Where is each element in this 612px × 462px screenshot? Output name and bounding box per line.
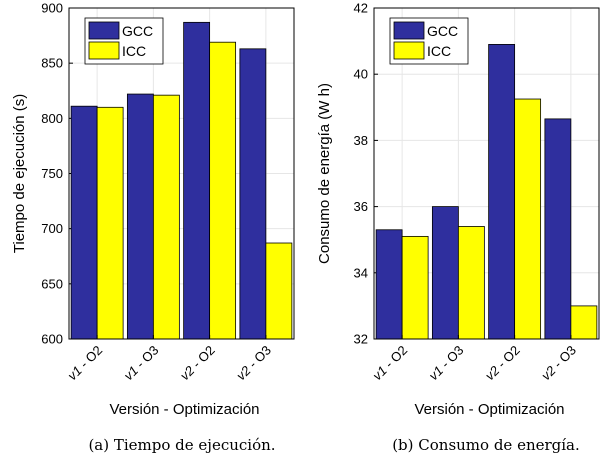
legend-label-icc: ICC [122, 43, 146, 59]
legend-swatch-gcc [89, 22, 119, 39]
legend-swatch-gcc [394, 22, 424, 39]
bar-gcc [184, 22, 210, 339]
y-tick-label: 600 [41, 332, 63, 347]
y-tick-label: 38 [354, 133, 368, 148]
legend-swatch-icc [89, 42, 119, 59]
y-tick-label: 34 [354, 265, 368, 280]
bar-icc [571, 306, 597, 339]
legend: GCC ICC [85, 18, 163, 64]
x-tick-label-opt: - O2 [379, 343, 410, 374]
x-tick-label: v1 - O2 [64, 343, 105, 384]
x-tick-label-opt: - O2 [187, 343, 218, 374]
x-tick-label: v1 - O3 [121, 343, 162, 384]
x-tick-label: v1 - O2 [369, 343, 410, 384]
bar-icc [458, 226, 484, 339]
y-tick-label: 40 [354, 67, 368, 82]
legend-label-gcc: GCC [122, 23, 153, 39]
caption: (b) Consumo de energía. [392, 436, 580, 454]
chart-panel-2: 32 34 36 38 40 42 v1 - O2 v1 - O3 v2 - O2 v2 - O3… [316, 1, 599, 455]
x-tick-label: v2 - O3 [233, 343, 274, 384]
x-tick-label: v2 - O2 [177, 343, 218, 384]
legend-swatch-icc [394, 42, 424, 59]
bar-gcc [545, 119, 571, 339]
x-tick-label: v1 - O3 [426, 343, 467, 384]
x-tick-label-opt: - O2 [74, 343, 105, 374]
x-tick-label-opt: - O3 [243, 343, 274, 374]
y-tick-label: 32 [354, 332, 368, 347]
bar-gcc [432, 207, 458, 339]
caption: (a) Tiempo de ejecución. [88, 436, 275, 454]
bar-icc [97, 107, 123, 339]
y-tick-label: 900 [41, 1, 63, 16]
x-tick-label-opt: - O3 [435, 343, 466, 374]
x-tick-label-opt: - O2 [492, 343, 523, 374]
x-tick-label: v2 - O2 [482, 343, 523, 384]
bar-icc [402, 236, 428, 339]
legend: GCC ICC [390, 18, 468, 64]
bar-icc [210, 42, 236, 339]
y-tick-label: 650 [41, 276, 63, 291]
legend-label-icc: ICC [427, 43, 451, 59]
bar-gcc [240, 49, 266, 339]
y-tick-label: 800 [41, 111, 63, 126]
chart-panel-1: 600 650 700 750 800 850 900 v1 - O2 v1 - O3 v2 - … [11, 1, 294, 455]
x-tick-label-opt: - O3 [548, 343, 579, 374]
bar-gcc [127, 94, 153, 339]
x-tick-label: v2 - O3 [538, 343, 579, 384]
y-axis-label: Consumo de energía (W h) [316, 83, 333, 264]
y-tick-label: 700 [41, 221, 63, 236]
bar-icc [153, 95, 179, 339]
y-tick-label: 42 [354, 1, 368, 16]
bar-gcc [71, 106, 97, 339]
bar-gcc [489, 44, 515, 339]
x-axis-label: Versión - Optimización [414, 401, 564, 418]
bar-icc [266, 243, 292, 339]
legend-label-gcc: GCC [427, 23, 458, 39]
x-tick-label-opt: - O3 [130, 343, 161, 374]
y-axis-label: Tiempo de ejecución (s) [11, 94, 28, 254]
y-tick-label: 850 [41, 56, 63, 71]
y-tick-label: 750 [41, 166, 63, 181]
bar-icc [515, 99, 541, 339]
x-axis-label: Versión - Optimización [109, 401, 259, 418]
y-tick-label: 36 [354, 199, 368, 214]
bar-gcc [376, 230, 402, 339]
